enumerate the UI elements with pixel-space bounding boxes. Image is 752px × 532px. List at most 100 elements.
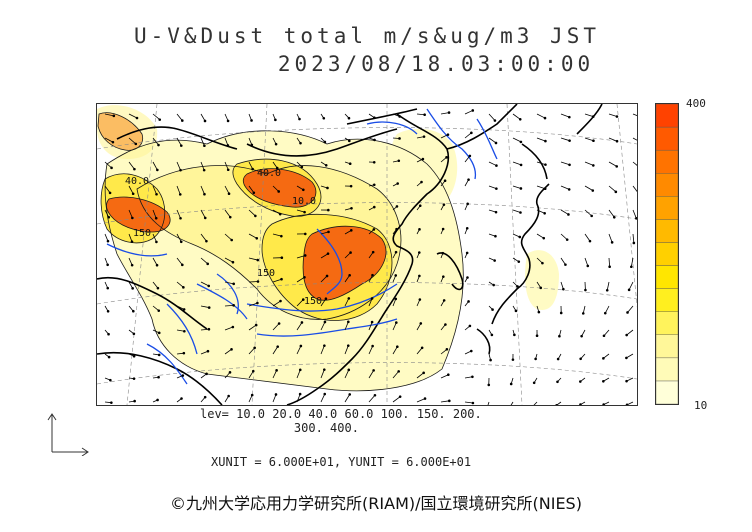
wind-arrow-head [397,159,401,163]
wind-arrow-head [254,214,257,218]
wind-arrow [224,257,234,263]
wind-arrow-head [517,260,521,263]
wind-arrow-head [537,310,541,314]
wind-arrow [272,394,277,403]
wind-arrow-head [518,117,522,121]
wind-arrow-head [130,263,134,267]
contour-label: 150 [257,268,275,279]
wind-arrow-head [182,286,185,289]
wind-arrow [248,185,255,194]
wind-arrow-head [180,397,183,400]
wind-arrow-head [231,260,235,264]
wind-arrow-head [610,241,614,244]
wind-arrow [200,113,206,122]
wind-arrow [344,369,350,379]
wind-arrow-head [180,119,184,122]
wind-arrow-head [542,236,546,240]
wind-arrow-head [543,211,546,215]
wind-arrow-head [347,297,351,300]
wind-arrow-head [468,154,472,158]
wind-arrow-head [615,139,619,143]
colorbar-swatch [655,334,679,359]
wind-arrow [248,161,253,170]
wind-arrow-head [443,179,447,183]
wind-arrow-head [276,345,280,348]
wind-arrow [248,324,257,331]
wind-arrow-head [588,239,592,243]
wind-arrow [128,137,137,145]
wind-arrow-head [396,182,399,185]
wind-arrow [296,393,301,403]
wind-arrow-head [602,379,605,383]
wind-arrow-head [559,311,563,315]
wind-arrow-head [183,329,186,333]
colorbar [655,103,679,405]
wind-arrow-head [519,140,523,144]
wind-arrow-head [590,214,593,218]
wind-arrow-head [592,139,595,143]
wind-arrow-head [231,325,235,329]
wind-arrow [344,321,349,331]
wind-arrow [224,161,229,170]
wind-arrow-head [135,116,139,120]
wind-arrow [224,185,230,194]
wind-arrow [416,372,424,379]
wind-arrow [272,233,282,237]
wind-arrow-head [106,239,110,243]
wind-arrow [344,275,350,283]
wind-arrow [296,345,302,355]
wind-arrow-head [274,118,277,122]
wind-arrow [536,137,546,142]
wind-arrow [608,185,617,193]
wind-arrow-head [612,215,616,219]
wind-arrow [272,323,280,331]
map-title: U-V&Dust total m/s&ug/m3 JST [133,24,600,48]
wind-arrow [608,257,611,267]
wind-arrow-head [157,331,161,335]
wind-arrow-head [324,163,328,167]
wind-arrow [368,370,374,379]
dust-field [97,105,559,391]
wind-arrow-head [615,115,619,118]
contour-lines [97,112,464,392]
wind-arrow-head [349,184,353,188]
wind-arrow-head [250,393,254,397]
wind-arrow-head [421,157,425,161]
wind-arrow-head [556,357,560,361]
wind-arrow [368,394,376,403]
wind-arrow-head [398,115,401,118]
wind-arrow [488,113,496,121]
wind-arrow-head [206,349,210,353]
wind-arrow [128,113,138,119]
wind-arrow-head [228,215,232,219]
wind-arrow-head [157,375,160,379]
wind-arrow-head [232,304,235,307]
wind-arrow [320,369,325,379]
colorbar-swatch [655,380,679,405]
wind-arrow-head [535,334,539,338]
wind-arrow-head [251,167,254,171]
wind-arrow [512,161,522,166]
colorbar-swatch [655,357,679,382]
wind-arrow-head [534,357,537,361]
wind-arrow [224,209,231,218]
wind-arrow [416,398,426,403]
wind-arrow-head [280,234,283,238]
wind-arrow [464,132,472,139]
wind-arrow [632,161,637,166]
wind-arrow-head [230,348,233,351]
wind-arrow-head [418,274,421,278]
wind-arrow [176,161,181,171]
wind-arrow-head [495,187,498,190]
wind-arrow [296,209,305,213]
wind-arrow-head [417,251,421,254]
wind-arrow [200,281,209,287]
wind-arrow-head [568,163,571,167]
wind-arrow [320,275,328,283]
wind-arrow-head [539,286,543,290]
wind-arrow [632,209,637,219]
wind-arrow-head [347,368,351,372]
wind-arrow [536,161,546,166]
wind-arrow [152,233,157,243]
wind-arrow-head [370,320,374,324]
